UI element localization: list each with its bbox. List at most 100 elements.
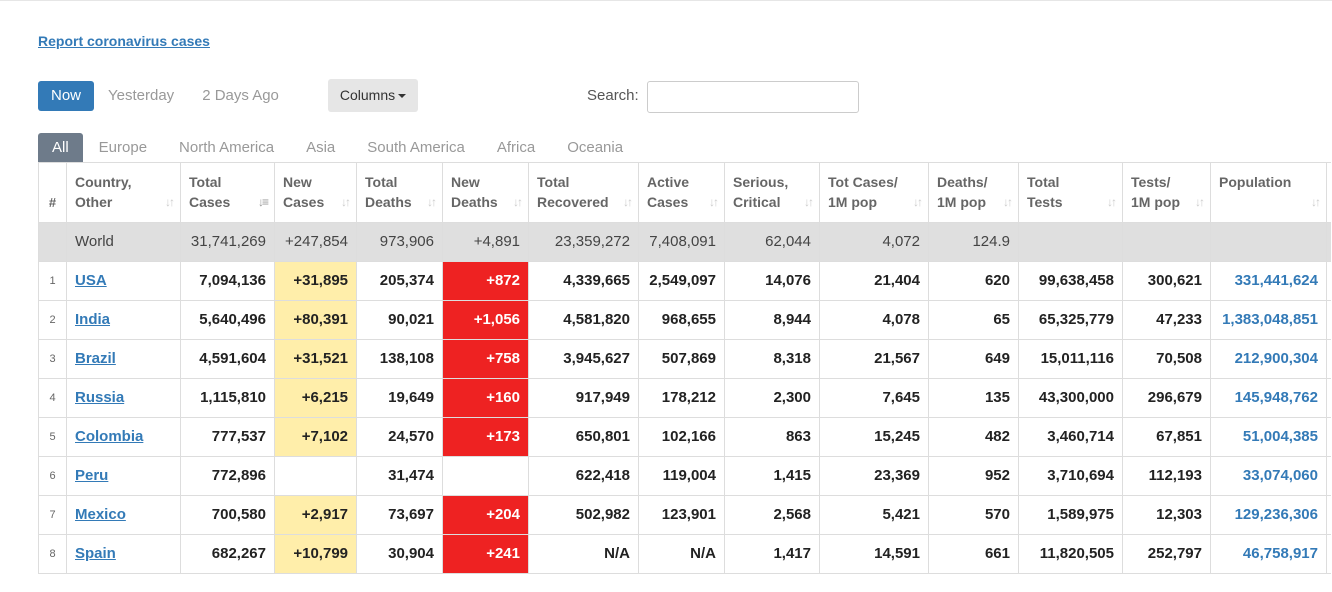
tab-europe[interactable]: Europe	[98, 139, 148, 156]
cell-rank: 3	[38, 340, 66, 378]
tab-2-days-ago[interactable]: 2 Days Ago	[202, 87, 279, 104]
cell-tot-cases-per-1m: 23,369	[819, 457, 928, 495]
cell-serious-critical: 1,415	[724, 457, 819, 495]
header-label: Recovered	[537, 194, 609, 210]
sort-icon[interactable]: ↓↑	[913, 195, 923, 209]
cell-new-deaths: +1,056	[442, 301, 528, 339]
header-label: Cases	[647, 194, 689, 210]
country-link[interactable]: Peru	[75, 467, 109, 484]
sort-icon[interactable]: ↓↑	[709, 195, 719, 209]
header-total-deaths[interactable]: Total Deaths ↓↑	[356, 163, 442, 222]
cell-total-recovered: 4,339,665	[528, 262, 638, 300]
cell-country: Peru	[66, 457, 180, 495]
sort-icon[interactable]: ↓↑	[1003, 195, 1013, 209]
cell-deaths-per-1m: 65	[928, 301, 1018, 339]
header-tot-cases-per-1m[interactable]: Tot Cases/1M pop ↓↑	[819, 163, 928, 222]
header-label: Tests	[1027, 194, 1063, 210]
cell-active-cases: 123,901	[638, 496, 724, 534]
tab-yesterday[interactable]: Yesterday	[108, 87, 175, 104]
cell-country: Mexico	[66, 496, 180, 534]
header-label: 1M pop	[1131, 194, 1180, 210]
table-row: 3 Brazil 4,591,604 +31,521 138,108 +758 3,945,…	[38, 340, 1331, 379]
sort-icon[interactable]: ↓↑	[623, 195, 633, 209]
header-total-cases[interactable]: Total Cases ↓≡	[180, 163, 274, 222]
header-label: Deaths/	[937, 174, 988, 190]
cell-tests-per-1m: 252,797	[1122, 535, 1210, 573]
country-link[interactable]: Brazil	[75, 350, 116, 367]
cell-total-cases: 7,094,136	[180, 262, 274, 300]
header-country[interactable]: Country, Other ↓↑	[66, 163, 180, 222]
sort-icon[interactable]: ↓↑	[1311, 195, 1321, 209]
header-active-cases[interactable]: Active Cases ↓↑	[638, 163, 724, 222]
cell-active-cases: 968,655	[638, 301, 724, 339]
country-link[interactable]: Russia	[75, 389, 125, 406]
header-label: Deaths	[365, 194, 412, 210]
cell-serious-critical: 14,076	[724, 262, 819, 300]
cell-total-tests: 43,300,000	[1018, 379, 1122, 417]
header-label: Tests/	[1131, 174, 1171, 190]
search-input[interactable]	[647, 81, 859, 113]
header-total-tests[interactable]: Total Tests ↓↑	[1018, 163, 1122, 222]
cell-rank: 7	[38, 496, 66, 534]
tab-south-america[interactable]: South America	[367, 139, 465, 156]
cell-new-cases: +31,521	[274, 340, 356, 378]
cell-active-cases: 7,408,091	[638, 223, 724, 261]
report-cases-link[interactable]: Report coronavirus cases	[38, 33, 210, 49]
tab-all[interactable]: All	[38, 133, 83, 162]
cell-total-recovered: N/A	[528, 535, 638, 573]
cell-new-deaths: +173	[442, 418, 528, 456]
header-deaths-per-1m[interactable]: Deaths/1M pop ↓↑	[928, 163, 1018, 222]
cell-tot-cases-per-1m: 21,567	[819, 340, 928, 378]
cell-tot-cases-per-1m: 4,072	[819, 223, 928, 261]
country-link[interactable]: Mexico	[75, 506, 126, 523]
sort-icon[interactable]: ↓↑	[1195, 195, 1205, 209]
cell-rank: 1	[38, 262, 66, 300]
table-header-row: # Country, Other ↓↑ Total Cases ↓≡ New Cases ↓↑ To…	[38, 163, 1331, 223]
country-link[interactable]: USA	[75, 272, 107, 289]
country-link[interactable]: India	[75, 311, 111, 328]
tab-africa[interactable]: Africa	[496, 139, 536, 156]
sort-desc-icon[interactable]: ↓≡	[257, 195, 269, 209]
sort-icon[interactable]: ↓↑	[165, 195, 175, 209]
header-new-deaths[interactable]: New Deaths ↓↑	[442, 163, 528, 222]
cell-tot-cases-per-1m: 14,591	[819, 535, 928, 573]
cell-tot-cases-per-1m: 7,645	[819, 379, 928, 417]
cell-new-deaths: +160	[442, 379, 528, 417]
header-new-cases[interactable]: New Cases ↓↑	[274, 163, 356, 222]
cell-active-cases: 102,166	[638, 418, 724, 456]
table-row: 4 Russia 1,115,810 +6,215 19,649 +160 917,949 1…	[38, 379, 1331, 418]
region-tabs: All Europe North America Asia South Amer…	[38, 133, 639, 162]
header-label: New	[451, 174, 480, 190]
cell-tests-per-1m: 12,303	[1122, 496, 1210, 534]
header-population[interactable]: Population ↓↑	[1210, 163, 1327, 222]
country-link[interactable]: Colombia	[75, 428, 144, 445]
cell-new-deaths	[442, 457, 528, 495]
sort-icon[interactable]: ↓↑	[427, 195, 437, 209]
cell-rank: 6	[38, 457, 66, 495]
header-rank[interactable]: #	[38, 163, 66, 222]
header-label: Tot Cases/	[828, 174, 898, 190]
tab-now[interactable]: Now	[38, 81, 95, 111]
header-serious-critical[interactable]: Serious, Critical ↓↑	[724, 163, 819, 222]
cell-country: World	[66, 223, 180, 261]
cell-total-cases: 700,580	[180, 496, 274, 534]
columns-button[interactable]: Columns	[328, 79, 418, 112]
cell-total-tests: 3,710,694	[1018, 457, 1122, 495]
tab-asia[interactable]: Asia	[306, 139, 336, 156]
cell-population: 46,758,917	[1210, 535, 1327, 573]
sort-icon[interactable]: ↓↑	[513, 195, 523, 209]
country-link[interactable]: Spain	[75, 545, 116, 562]
cell-serious-critical: 8,944	[724, 301, 819, 339]
cell-rank: 2	[38, 301, 66, 339]
cell-new-cases: +2,917	[274, 496, 356, 534]
sort-icon[interactable]: ↓↑	[804, 195, 814, 209]
header-total-recovered[interactable]: Total Recovered ↓↑	[528, 163, 638, 222]
sort-icon[interactable]: ↓↑	[1107, 195, 1117, 209]
header-tests-per-1m[interactable]: Tests/1M pop ↓↑	[1122, 163, 1210, 222]
cell-population: 51,004,385	[1210, 418, 1327, 456]
cases-table: # Country, Other ↓↑ Total Cases ↓≡ New Cases ↓↑ To…	[38, 162, 1331, 574]
tab-oceania[interactable]: Oceania	[567, 139, 624, 156]
sort-icon[interactable]: ↓↑	[341, 195, 351, 209]
tab-north-america[interactable]: North America	[179, 139, 275, 156]
cell-serious-critical: 863	[724, 418, 819, 456]
